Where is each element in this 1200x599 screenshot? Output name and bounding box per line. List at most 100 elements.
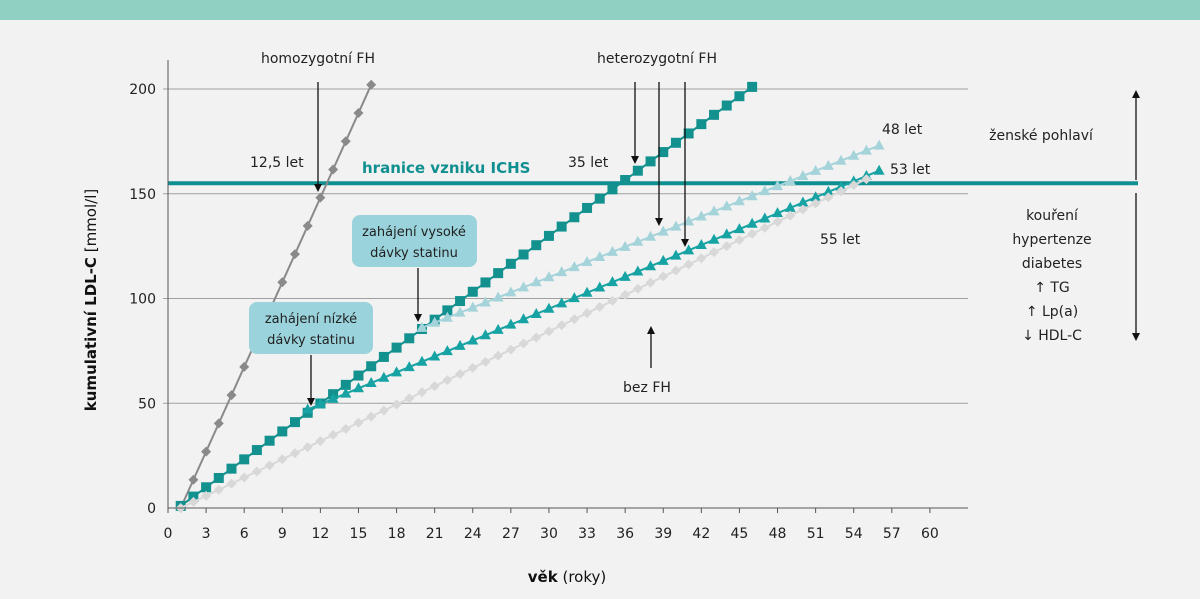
heterozygous_no_treatment-point (607, 184, 618, 195)
heterozygous_high_dose-point (581, 256, 593, 267)
no_fh-point (213, 484, 224, 495)
heterozygous_high_dose-point (759, 185, 771, 196)
homozygous-point (328, 164, 339, 175)
heterozygous_low_dose-point (505, 318, 517, 329)
heterozygous_no_treatment-point (594, 193, 605, 204)
no-fh-label: bez FH (623, 380, 671, 396)
heterozygous_no_treatment-point (188, 491, 199, 502)
no_fh-point (785, 210, 796, 221)
no_fh-point (416, 387, 427, 398)
heterozygous_high_dose-point (441, 311, 453, 322)
no_fh-point (289, 448, 300, 459)
heterozygous_low_dose-point (632, 265, 644, 276)
heterozygous_low_dose-point (416, 355, 428, 366)
heterozygous_no_treatment-point (289, 417, 300, 428)
no_fh-point (505, 344, 516, 355)
heterozygous_no_treatment-point (264, 435, 275, 446)
heterozygous_low_dose-point (619, 270, 631, 281)
heterozygous_low_dose-point (784, 201, 796, 212)
no_fh-point (315, 435, 326, 446)
x-tick-36: 36 (616, 526, 634, 542)
heterozygous_low_dose-point (479, 329, 491, 340)
age-53-label: 53 let (890, 162, 931, 178)
heterozygous-label: heterozygotní FH (597, 51, 717, 67)
heterozygous_high_dose-point (822, 159, 834, 170)
heterozygous_no_treatment-point (442, 305, 453, 316)
heterozygous_no_treatment-point (467, 286, 478, 297)
heterozygous_high_dose-point (721, 200, 733, 211)
heterozygous_high_dose-point (695, 210, 707, 221)
no_fh-point (302, 442, 313, 453)
heterozygous_low_dose-point (327, 392, 339, 403)
no_fh-point (531, 332, 542, 343)
heterozygous_high_dose-point (670, 220, 682, 231)
heterozygous_low_dose-point (746, 217, 758, 228)
no_fh-point (683, 259, 694, 270)
risk-factor-item: kouření (1026, 208, 1079, 224)
heterozygous_low_dose-point (429, 350, 441, 361)
x-tick-45: 45 (731, 526, 749, 542)
homozygous-point (277, 277, 288, 288)
heterozygous_no_treatment-point (378, 351, 389, 362)
heterozygous_low_dose-point (543, 302, 555, 313)
heterozygous_no_treatment-point (569, 212, 580, 223)
heterozygous_high_dose-point (657, 225, 669, 236)
heterozygous_no_treatment-point (632, 165, 643, 176)
heterozygous_low_dose-point (518, 313, 530, 324)
no_fh-point (239, 472, 250, 483)
low-dose-callout (249, 302, 373, 354)
heterozygous_low_dose-point (365, 376, 377, 387)
heterozygous_low_dose-point (403, 361, 415, 372)
heterozygous_low_dose-point (441, 345, 453, 356)
age-55-label: 55 let (820, 232, 861, 248)
heterozygous_no_treatment-point (366, 361, 377, 372)
no_fh-point (734, 234, 745, 245)
heterozygous_high_dose-point (772, 180, 784, 191)
heterozygous_low_dose-point (594, 281, 606, 292)
heterozygous_high_dose-point (733, 195, 745, 206)
heterozygous_low_dose-point (733, 223, 745, 234)
no_fh-point (467, 362, 478, 373)
risk-factor-item: ↓ HDL-C (1022, 328, 1082, 344)
no_fh-point (848, 180, 859, 191)
no_fh-point (543, 326, 554, 337)
heterozygous_no_treatment-point (747, 81, 758, 92)
no_fh-point (709, 247, 720, 258)
no_fh-point (556, 320, 567, 331)
heterozygous_high_dose-point (568, 261, 580, 272)
no_fh-point (670, 265, 681, 276)
heterozygous_high_dose-point (518, 281, 530, 292)
homozygous-line (179, 84, 373, 509)
x-tick-60: 60 (921, 526, 939, 542)
x-tick-48: 48 (769, 526, 787, 542)
heterozygous_high_dose-point (530, 276, 542, 287)
no_fh-point (861, 174, 872, 185)
heterozygous_no_treatment-point (518, 249, 529, 260)
heterozygous_no_treatment-point (709, 109, 720, 120)
heterozygous_high_dose-point (606, 245, 618, 256)
x-tick-57: 57 (883, 526, 901, 542)
heterozygous_no_treatment-point (670, 137, 681, 148)
no_fh-point (747, 228, 758, 239)
homozygous-point (315, 192, 326, 203)
x-tick-33: 33 (578, 526, 596, 542)
x-tick-3: 3 (202, 526, 211, 542)
y-tick-100: 100 (129, 292, 156, 308)
no_fh-point (721, 241, 732, 252)
heterozygous_high_dose-point (645, 230, 657, 241)
heterozygous_high_dose-point (848, 149, 860, 160)
heterozygous_no_treatment-point (277, 426, 288, 437)
high-dose-callout (352, 215, 477, 267)
no_fh-point (226, 478, 237, 489)
heterozygous_high_dose-point (594, 250, 606, 261)
no_fh-point (391, 399, 402, 410)
heterozygous_no_treatment-point (721, 100, 732, 111)
heterozygous_no_treatment-point (734, 91, 745, 102)
heterozygous_no_treatment-point (493, 268, 504, 279)
no_fh-point (404, 393, 415, 404)
no_fh-point (836, 186, 847, 197)
heterozygous_high_dose-point (479, 296, 491, 307)
heterozygous_low_dose-point (873, 164, 885, 175)
